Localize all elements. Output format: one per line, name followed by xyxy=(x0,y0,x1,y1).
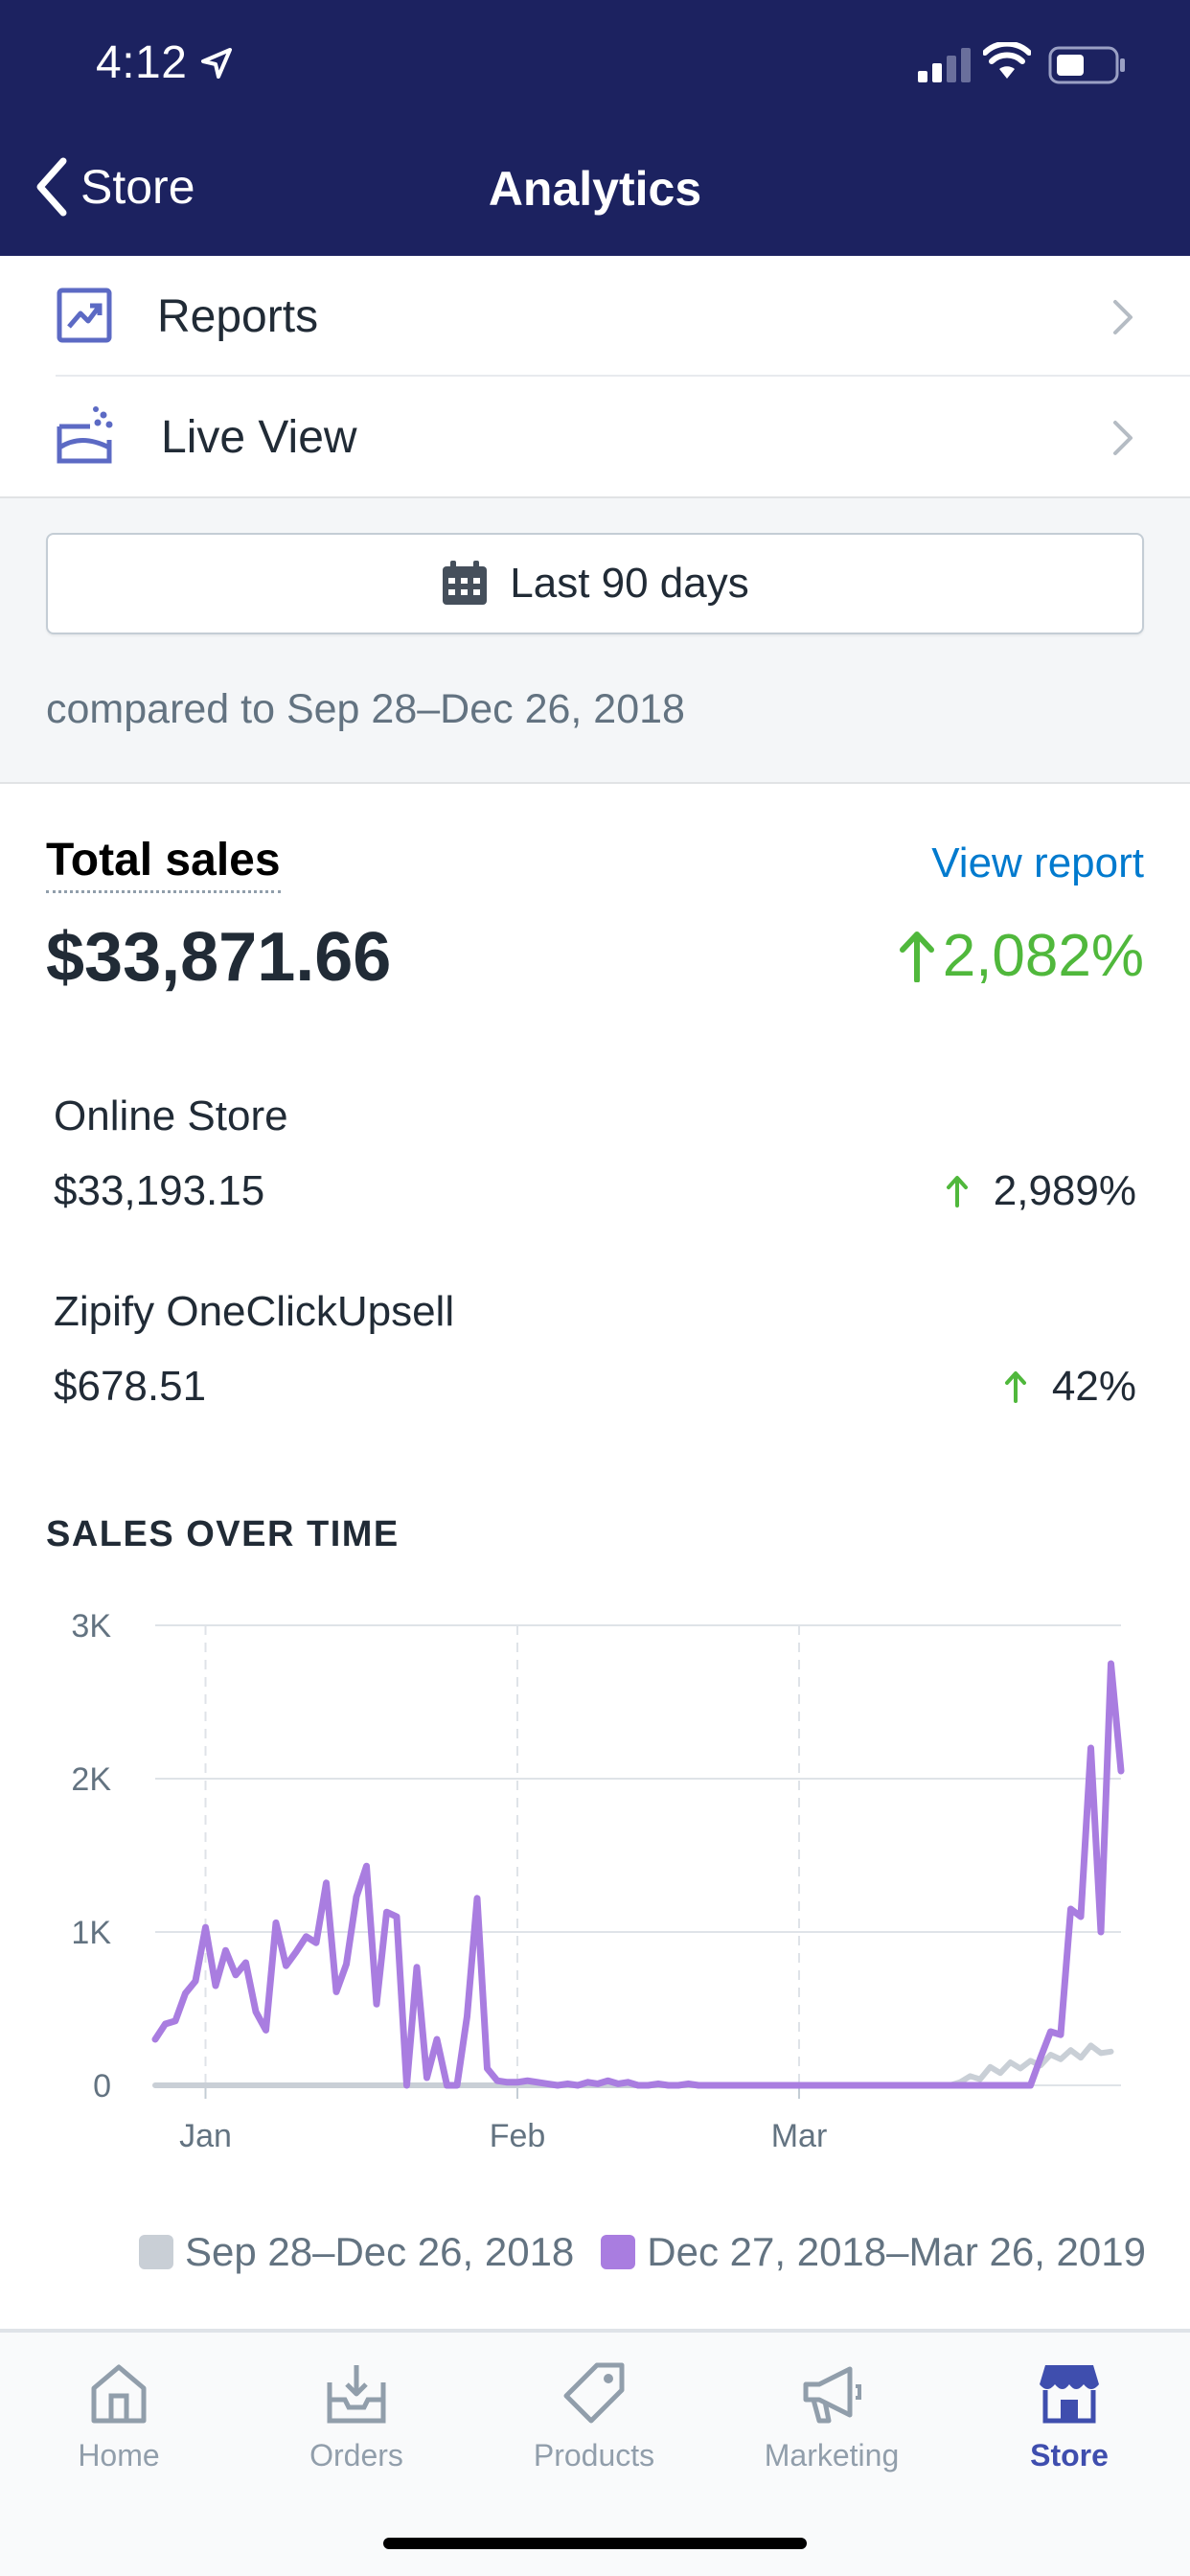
menu-item-label: Live View xyxy=(161,411,357,463)
products-icon xyxy=(563,2362,625,2424)
cell-signal-icon xyxy=(918,48,971,82)
compare-text: compared to Sep 28–Dec 26, 2018 xyxy=(46,686,685,732)
current-period-line xyxy=(151,1660,1125,2089)
legend-item-current: Dec 27, 2018–Mar 26, 2019 xyxy=(601,2229,1146,2275)
x-tick-label: Jan xyxy=(179,2118,232,2154)
total-sales-value: $33,871.66 xyxy=(46,919,392,996)
tab-bar: Home Orders Products Marketing Store xyxy=(0,2329,1190,2576)
marketing-icon xyxy=(803,2366,861,2424)
wifi-icon xyxy=(983,42,1031,79)
tab-products[interactable]: Products xyxy=(498,2361,690,2473)
tab-label: Products xyxy=(533,2438,655,2472)
page-title: Analytics xyxy=(488,162,702,216)
total-sales-label: Total sales xyxy=(46,834,281,893)
total-sales-change-value: 2,082% xyxy=(942,923,1144,989)
legend-label: Sep 28–Dec 26, 2018 xyxy=(184,2229,575,2274)
sales-over-time-chart: 3K 2K 1K 0 Jan Feb Mar xyxy=(71,1608,1125,2154)
x-tick-label: Mar xyxy=(771,2118,828,2154)
legend-swatch xyxy=(138,2235,173,2269)
legend-label: Dec 27, 2018–Mar 26, 2019 xyxy=(647,2229,1146,2274)
back-button[interactable]: Store xyxy=(34,157,195,217)
legend-swatch xyxy=(601,2235,636,2269)
date-range-button[interactable]: Last 90 days xyxy=(46,533,1144,634)
menu-item-live-view[interactable]: Live View xyxy=(0,377,1190,497)
orders-icon xyxy=(327,2365,386,2424)
chevron-right-icon xyxy=(1113,421,1133,455)
channel-change: 2,989% xyxy=(946,1167,1136,1215)
chart-title: SALES OVER TIME xyxy=(46,1514,400,1554)
tab-orders[interactable]: Orders xyxy=(261,2361,452,2473)
arrow-up-icon xyxy=(899,931,934,982)
menu-item-reports[interactable]: Reports xyxy=(0,256,1190,377)
tab-label: Marketing xyxy=(764,2438,900,2472)
channel-value: $33,193.15 xyxy=(54,1167,265,1214)
chart-legend: Sep 28–Dec 26, 2018 Dec 27, 2018–Mar 26,… xyxy=(0,2229,1146,2275)
channel-change-value: 42% xyxy=(1051,1363,1136,1410)
live-view-icon xyxy=(57,406,113,464)
home-icon xyxy=(91,2364,147,2424)
y-tick-label: 1K xyxy=(71,1915,111,1951)
y-tick-label: 3K xyxy=(71,1608,111,1644)
y-tick-label: 0 xyxy=(93,2068,111,2104)
channel-name: Zipify OneClickUpsell xyxy=(54,1288,455,1335)
y-tick-label: 2K xyxy=(71,1761,111,1798)
status-time: 4:12 xyxy=(96,37,188,88)
battery-icon xyxy=(1048,46,1125,84)
store-icon xyxy=(1040,2365,1099,2424)
chevron-left-icon xyxy=(36,157,67,217)
location-arrow-icon xyxy=(201,48,232,79)
tab-label: Home xyxy=(78,2438,160,2472)
calendar-icon xyxy=(443,561,488,605)
channel-name: Online Store xyxy=(54,1092,288,1139)
date-filter-section: Last 90 days compared to Sep 28–Dec 26, … xyxy=(0,496,1190,784)
tab-home[interactable]: Home xyxy=(23,2361,215,2473)
divider xyxy=(56,375,1190,377)
tab-label: Orders xyxy=(309,2438,403,2472)
channel-change-value: 2,989% xyxy=(993,1167,1136,1214)
total-sales-change: 2,082% xyxy=(899,922,1144,990)
channel-value: $678.51 xyxy=(54,1363,207,1410)
home-indicator xyxy=(383,2538,807,2549)
tab-store[interactable]: Store xyxy=(973,2361,1165,2473)
view-report-link[interactable]: View report xyxy=(931,840,1144,886)
arrow-up-icon xyxy=(1004,1371,1026,1403)
top-bar: 4:12 Store Analytics xyxy=(0,0,1190,256)
x-tick-label: Feb xyxy=(490,2118,546,2154)
arrow-up-icon xyxy=(946,1176,968,1208)
legend-item-previous: Sep 28–Dec 26, 2018 xyxy=(138,2229,575,2275)
channel-change: 42% xyxy=(1004,1363,1136,1411)
date-range-label: Last 90 days xyxy=(510,560,749,607)
menu-item-label: Reports xyxy=(157,290,319,342)
previous-period-line xyxy=(152,2042,1114,2088)
tab-label: Store xyxy=(1030,2438,1109,2472)
tab-marketing[interactable]: Marketing xyxy=(736,2361,927,2473)
reports-icon xyxy=(57,288,112,343)
chevron-right-icon xyxy=(1113,300,1133,334)
back-label: Store xyxy=(80,160,195,214)
